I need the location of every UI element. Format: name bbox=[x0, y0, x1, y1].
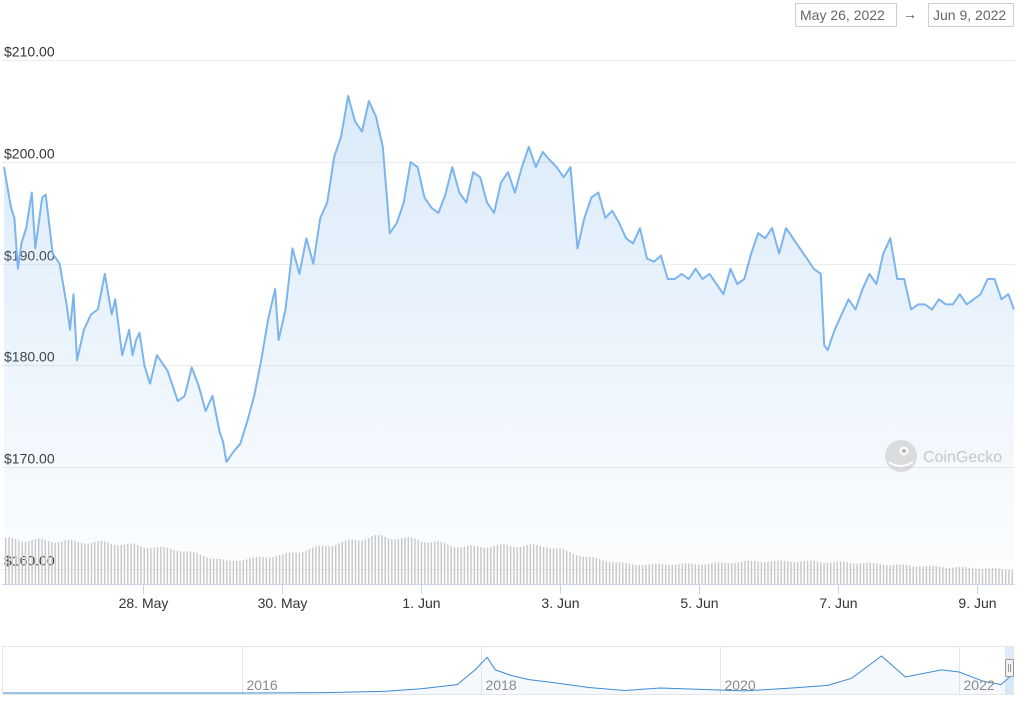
x-tick-label: 28. May bbox=[119, 595, 169, 611]
x-tick-label: 7. Jun bbox=[819, 595, 857, 611]
coingecko-logo-icon bbox=[885, 440, 917, 472]
navigator-label: 2020 bbox=[725, 677, 756, 693]
watermark: CoinGecko bbox=[885, 440, 1002, 472]
navigator-label: 2022 bbox=[964, 677, 995, 693]
date-range-to[interactable]: Jun 9, 2022 bbox=[928, 3, 1014, 27]
navigator-line bbox=[3, 655, 1014, 694]
navigator[interactable]: 2016 2018 2020 2022 bbox=[2, 646, 1014, 695]
navigator-frame bbox=[2, 646, 1014, 695]
date-range-from[interactable]: May 26, 2022 bbox=[795, 3, 897, 27]
watermark-text: CoinGecko bbox=[923, 449, 1002, 466]
x-axis: 28. May 30. May 1. Jun 3. Jun 5. Jun 7. Jun 9.… bbox=[119, 584, 997, 611]
x-tick-label: 9. Jun bbox=[958, 595, 996, 611]
range-arrow: → bbox=[903, 6, 917, 22]
x-tick-label: 30. May bbox=[258, 595, 308, 611]
navigator-gridlines bbox=[242, 647, 960, 694]
navigator-label: 2016 bbox=[247, 677, 278, 693]
navigator-labels: 2016 2018 2020 2022 bbox=[247, 677, 995, 693]
y-tick-label: $210.00 bbox=[4, 44, 55, 60]
x-tick-label: 1. Jun bbox=[402, 595, 440, 611]
navigator-label: 2018 bbox=[486, 677, 517, 693]
x-tick-label: 3. Jun bbox=[541, 595, 579, 611]
y-tick-label: $200.00 bbox=[4, 146, 55, 162]
x-tick-label: 5. Jun bbox=[680, 595, 718, 611]
navigator-handle[interactable] bbox=[1005, 659, 1014, 677]
price-line bbox=[3, 94, 1015, 463]
price-area bbox=[4, 95, 1014, 585]
navigator-area bbox=[3, 656, 1013, 694]
